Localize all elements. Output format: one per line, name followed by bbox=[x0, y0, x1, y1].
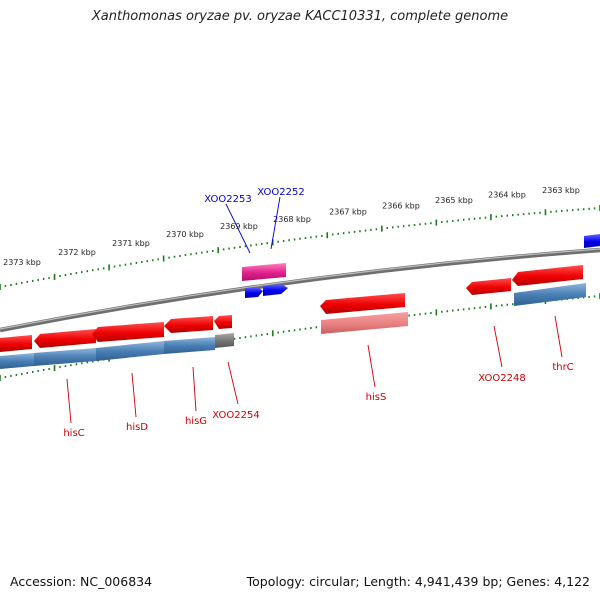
label-xoo2253[interactable]: XOO2253 bbox=[204, 194, 251, 205]
scale-label: 2368 kbp bbox=[273, 215, 311, 224]
scale-label: 2365 kbp bbox=[435, 196, 473, 205]
protein-band-xoo2254[interactable] bbox=[215, 333, 234, 348]
scale-label: 2367 kbp bbox=[329, 208, 367, 217]
label-hisg[interactable]: hisG bbox=[185, 416, 207, 427]
label-thrc[interactable]: thrC bbox=[552, 362, 573, 373]
gene-hisc-arrow-2[interactable] bbox=[34, 329, 96, 348]
genome-backbone-highlight bbox=[0, 248, 600, 330]
connector-hisg bbox=[192, 366, 197, 412]
protein-band-hisc-2[interactable] bbox=[34, 348, 96, 366]
label-connectors bbox=[66, 196, 563, 424]
gene-xoo2253-feature[interactable] bbox=[242, 263, 286, 281]
scale-label: 2363 kbp bbox=[542, 186, 580, 195]
label-xoo2252[interactable]: XOO2252 bbox=[257, 187, 304, 198]
gene-xoo2254-arrow[interactable] bbox=[214, 315, 232, 329]
upper-features bbox=[242, 234, 600, 298]
lower-features bbox=[0, 265, 586, 369]
label-hiss[interactable]: hisS bbox=[366, 392, 387, 403]
gene-labels: XOO2253 XOO2252 hisC hisD hisG XOO2254 h… bbox=[63, 187, 573, 439]
scale-label: 2370 kbp bbox=[166, 230, 204, 239]
gene-edge-arrow[interactable] bbox=[584, 234, 600, 248]
gene-hisd-arrow[interactable] bbox=[92, 322, 164, 342]
label-hisd[interactable]: hisD bbox=[126, 422, 148, 433]
scale-label: 2364 kbp bbox=[488, 191, 526, 200]
scale-label: 2373 kbp bbox=[3, 258, 41, 267]
scale-label: 2372 kbp bbox=[58, 248, 96, 257]
connector-thrc bbox=[554, 315, 563, 358]
protein-band-thrc[interactable] bbox=[514, 283, 586, 306]
label-xoo2248[interactable]: XOO2248 bbox=[478, 373, 525, 384]
gene-hiss-arrow[interactable] bbox=[320, 293, 405, 314]
upper-scale: 2373 kbp 2372 kbp 2371 kbp 2370 kbp 2369 kbp… bbox=[0, 186, 600, 290]
scale-label: 2371 kbp bbox=[112, 239, 150, 248]
connector-xoo2253 bbox=[225, 203, 251, 254]
gene-xoo2248-arrow[interactable] bbox=[466, 278, 511, 295]
gene-thrc-arrow[interactable] bbox=[512, 265, 583, 286]
gene-hisc-arrow[interactable] bbox=[0, 335, 32, 352]
protein-band-hisg[interactable] bbox=[164, 337, 215, 354]
scale-label: 2369 kbp bbox=[220, 222, 258, 231]
connector-hiss bbox=[367, 344, 376, 388]
label-xoo2254[interactable]: XOO2254 bbox=[212, 410, 259, 421]
accession-text: Accession: NC_006834 bbox=[10, 574, 153, 589]
protein-band-hisc[interactable] bbox=[0, 353, 34, 369]
label-hisc[interactable]: hisC bbox=[63, 428, 84, 439]
gene-xoo2252-arrow[interactable] bbox=[263, 284, 288, 296]
connector-xoo2248 bbox=[493, 325, 503, 368]
scale-label: 2366 kbp bbox=[382, 201, 420, 210]
connector-hisd bbox=[131, 372, 137, 418]
genome-backbone bbox=[0, 247, 600, 333]
genome-summary-text: Topology: circular; Length: 4,941,439 bp… bbox=[246, 574, 590, 589]
connector-xoo2254 bbox=[227, 361, 239, 405]
gene-hisg-arrow[interactable] bbox=[164, 316, 213, 333]
connector-xoo2252 bbox=[270, 196, 281, 250]
gene-xoo2253-arrow[interactable] bbox=[245, 287, 263, 298]
protein-band-hiss[interactable] bbox=[321, 312, 408, 334]
connector-hisc bbox=[66, 378, 72, 424]
map-title: Xanthomonas oryzae pv. oryzae KACC10331,… bbox=[91, 9, 509, 24]
protein-band-hisd[interactable] bbox=[96, 341, 164, 361]
